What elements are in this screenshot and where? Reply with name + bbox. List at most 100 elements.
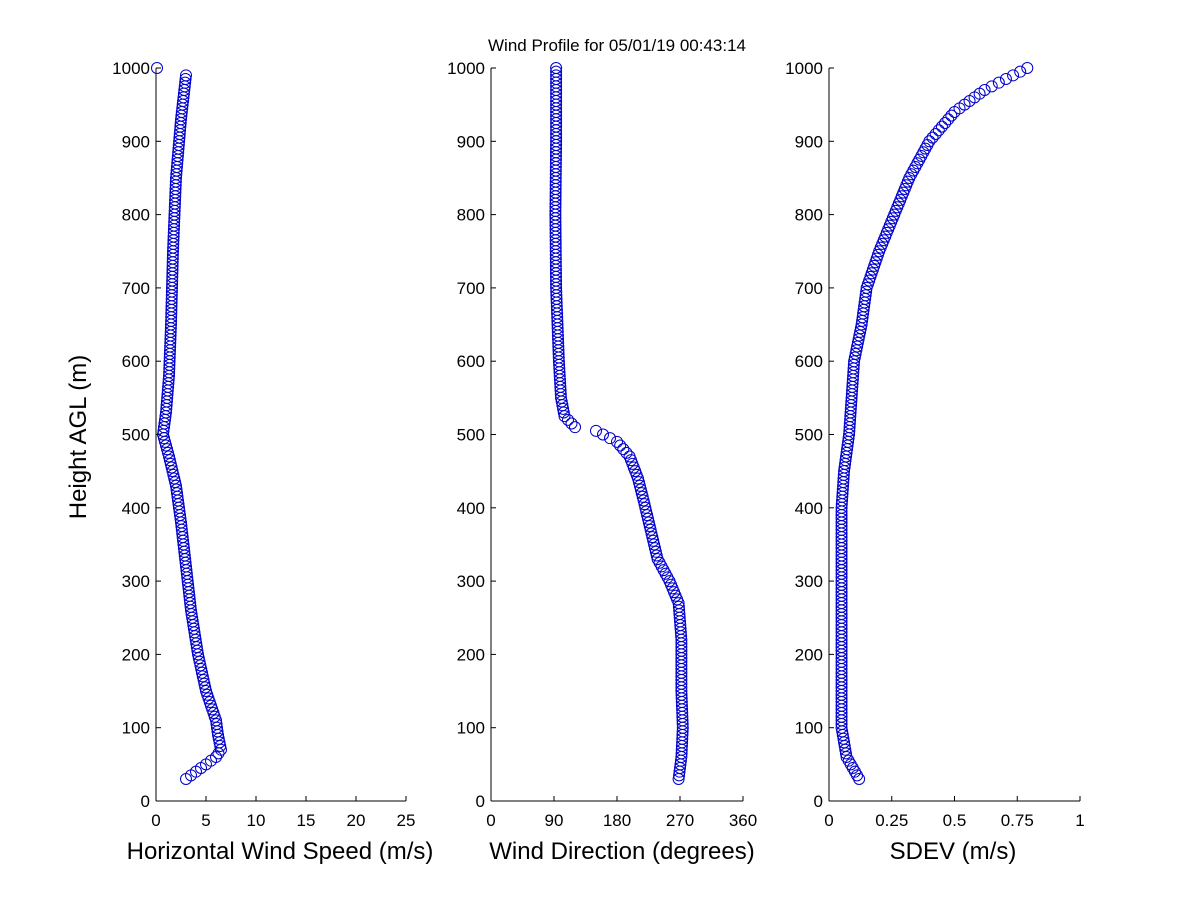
data-point [160, 439, 172, 452]
y-tick-label: 900 [457, 132, 485, 151]
y-tick-label: 1000 [112, 59, 150, 78]
y-tick-label: 200 [795, 645, 823, 664]
data-point [623, 450, 636, 463]
x-tick-label: 20 [347, 811, 366, 830]
x-tick-label: 0 [151, 811, 160, 830]
data-point [935, 120, 948, 133]
y-tick-label: 500 [457, 426, 485, 445]
panel-1: 0 100 200 300 400 500 600 700 800 900 1000 0 5 10 15 20… [112, 59, 415, 830]
y-tick-label: 0 [141, 792, 150, 811]
data-point [597, 428, 609, 441]
data-point [590, 424, 602, 437]
panel-3: 0 100 200 300 400 500 600 700 800 900 1000 0 0.25 0.5… [785, 59, 1085, 830]
y-tick-label: 400 [795, 499, 823, 518]
y-tick-label: 900 [795, 132, 823, 151]
y-tick-label: 100 [795, 719, 823, 738]
data-point [635, 487, 648, 500]
panel-1-ylabel: Height AGL (m) [65, 355, 92, 520]
y-tick-label: 200 [122, 645, 150, 664]
y-tick-label: 300 [795, 572, 823, 591]
data-point [633, 479, 646, 492]
y-tick-label: 300 [457, 572, 485, 591]
y-tick-label: 800 [457, 206, 485, 225]
data-point [939, 116, 952, 129]
data-point [860, 285, 873, 298]
x-tick-label: 1 [1075, 811, 1084, 830]
data-point [999, 72, 1012, 85]
y-tick-label: 1000 [785, 59, 823, 78]
x-tick-label: 5 [201, 811, 210, 830]
data-point [932, 124, 945, 137]
y-tick-label: 1000 [447, 59, 485, 78]
data-point [1021, 62, 1034, 74]
data-point [550, 62, 563, 74]
data-point [1007, 69, 1020, 82]
data-point [672, 600, 685, 613]
y-tick-label: 600 [795, 352, 823, 371]
data-point [180, 69, 192, 82]
y-tick-label: 700 [457, 279, 485, 298]
y-tick-label: 500 [122, 426, 150, 445]
data-point [942, 113, 955, 126]
data-point [212, 747, 225, 760]
y-tick-label: 100 [122, 719, 150, 738]
data-point [162, 446, 174, 459]
data-point [611, 435, 623, 448]
data-point [985, 80, 998, 93]
data-point [992, 76, 1005, 89]
y-tick-label: 500 [795, 426, 823, 445]
y-tick-label: 200 [457, 645, 485, 664]
data-point [634, 483, 647, 496]
data-point [1014, 65, 1027, 78]
panel-2-xlabel: Wind Direction (degrees) [489, 838, 754, 865]
data-point [614, 439, 627, 452]
y-tick-label: 600 [457, 352, 485, 371]
figure-title: Wind Profile for 05/01/19 00:43:14 [488, 36, 746, 55]
y-tick-label: 100 [457, 719, 485, 738]
data-point [929, 127, 942, 140]
y-tick-label: 0 [814, 792, 823, 811]
data-point [159, 435, 171, 448]
y-tick-label: 300 [122, 572, 150, 591]
y-tick-label: 800 [122, 206, 150, 225]
y-tick-label: 0 [476, 792, 485, 811]
y-tick-label: 700 [795, 279, 823, 298]
data-point [978, 83, 991, 96]
data-point [565, 417, 578, 430]
y-tick-label: 400 [457, 499, 485, 518]
panel-1-xlabel: Horizontal Wind Speed (m/s) [127, 838, 434, 865]
data-point [562, 413, 574, 426]
data-point [151, 62, 163, 74]
y-tick-label: 400 [122, 499, 150, 518]
data-point [923, 135, 936, 148]
y-tick-label: 900 [122, 132, 150, 151]
x-tick-label: 270 [666, 811, 694, 830]
data-point [632, 476, 645, 489]
data-point [210, 718, 223, 731]
x-tick-label: 0.5 [943, 811, 967, 830]
data-point [179, 76, 192, 89]
y-tick-label: 800 [795, 206, 823, 225]
panel-3-xlabel: SDEV (m/s) [890, 838, 1017, 865]
data-point [604, 432, 616, 445]
panel-2: 0 100 200 300 400 500 600 700 800 900 1000 0 90 180 27… [447, 59, 757, 830]
data-point [179, 72, 192, 85]
x-tick-label: 180 [603, 811, 631, 830]
x-tick-label: 15 [297, 811, 316, 830]
data-point [569, 421, 581, 434]
data-point [945, 109, 958, 122]
x-tick-label: 0.25 [875, 811, 908, 830]
x-tick-label: 360 [729, 811, 757, 830]
x-tick-label: 10 [247, 811, 266, 830]
y-tick-label: 600 [122, 352, 150, 371]
data-point [926, 131, 939, 144]
data-point [620, 446, 633, 459]
y-tick-label: 700 [122, 279, 150, 298]
data-point [161, 443, 173, 456]
x-tick-label: 0.75 [1001, 811, 1034, 830]
data-point [617, 443, 630, 456]
x-tick-label: 25 [397, 811, 416, 830]
x-tick-label: 90 [545, 811, 564, 830]
